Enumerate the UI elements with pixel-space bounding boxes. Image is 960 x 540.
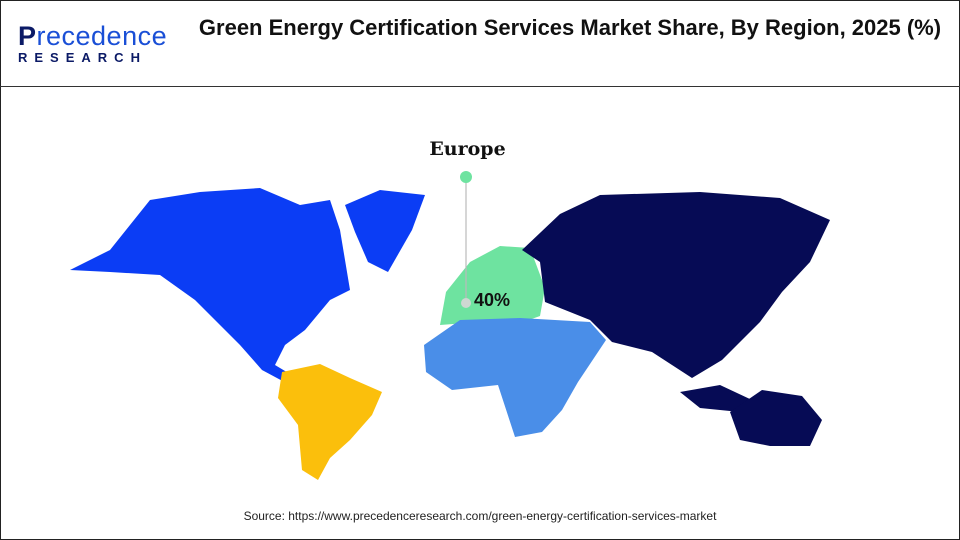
region-asia-pacific bbox=[522, 192, 830, 446]
logo-subtext: RESEARCH bbox=[18, 50, 147, 65]
page-title: Green Energy Certification Services Mark… bbox=[198, 15, 942, 40]
world-map bbox=[70, 171, 830, 480]
callout-region-label: Europe bbox=[429, 138, 506, 160]
divider bbox=[0, 86, 960, 87]
region-europe bbox=[440, 246, 545, 326]
region-north-america bbox=[70, 188, 425, 385]
callout-dot bbox=[460, 171, 472, 183]
logo: Precedence RESEARCH bbox=[18, 22, 167, 66]
callout-anchor bbox=[461, 298, 471, 308]
logo-letter: P bbox=[18, 21, 37, 51]
region-middle-east-africa bbox=[424, 318, 606, 437]
region-south-america bbox=[278, 364, 382, 480]
source-note: Source: https://www.precedenceresearch.c… bbox=[243, 509, 717, 523]
logo-text: recedence bbox=[36, 21, 168, 51]
callout-share-value: 40% bbox=[474, 290, 511, 310]
